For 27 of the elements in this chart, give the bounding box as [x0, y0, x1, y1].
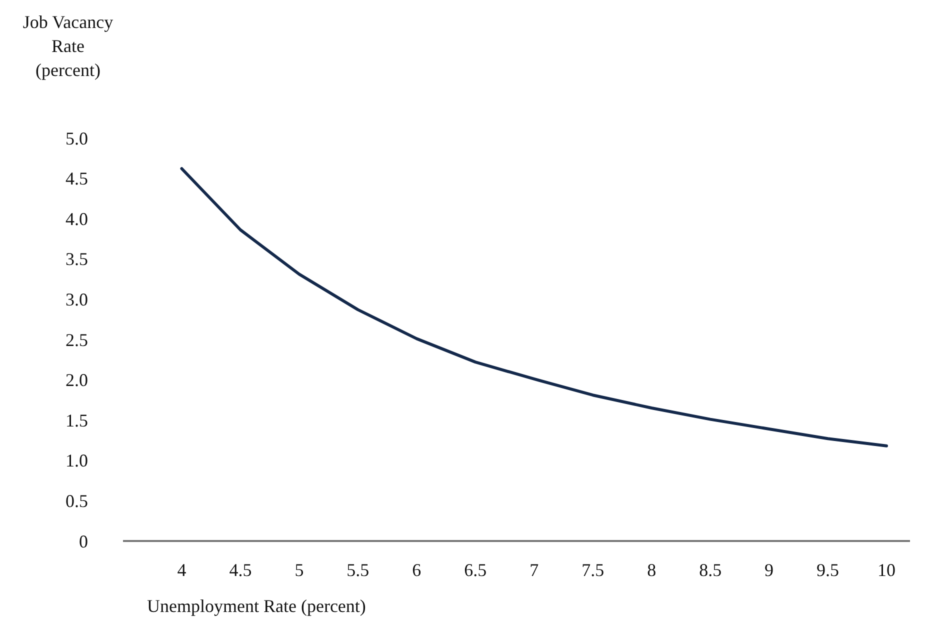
line-series	[180, 167, 888, 448]
y-tick-label: 1.0	[66, 450, 88, 471]
x-tick-label: 7.5	[582, 560, 604, 580]
y-tick-label: 0	[79, 531, 88, 552]
x-tick-label: 9	[764, 560, 774, 580]
y-tick-label: 5.0	[66, 128, 88, 148]
y-tick-label: 2.5	[66, 330, 88, 350]
x-tick-label: 5.5	[346, 560, 370, 580]
y-tick-label: 2.0	[66, 370, 88, 390]
x-tick-label: 7	[530, 560, 539, 580]
x-tick-label: 5	[294, 560, 304, 580]
y-tick-label: 3.0	[66, 290, 88, 310]
x-axis-title: Unemployment Rate (percent)	[147, 596, 366, 616]
x-tick-label: 6.5	[464, 560, 487, 580]
y-tick-label: 4.0	[66, 208, 88, 229]
y-tick-label: 0.5	[66, 491, 88, 511]
x-tick-label: 8.5	[699, 560, 722, 580]
x-tick-label: 8	[647, 560, 656, 580]
x-tick-label: 6	[412, 560, 422, 580]
y-tick-label: 1.5	[66, 410, 88, 430]
y-tick-label: 4.5	[66, 168, 88, 189]
y-axis-title: Job Vacancy Rate (percent)	[22, 12, 114, 80]
y-tick-label: 3.5	[66, 249, 88, 270]
x-tick-label: 4	[177, 560, 186, 580]
x-tick-label: 4.5	[229, 560, 252, 580]
x-tick-label: 10	[878, 560, 896, 580]
x-tick-label: 9.5	[816, 560, 840, 580]
